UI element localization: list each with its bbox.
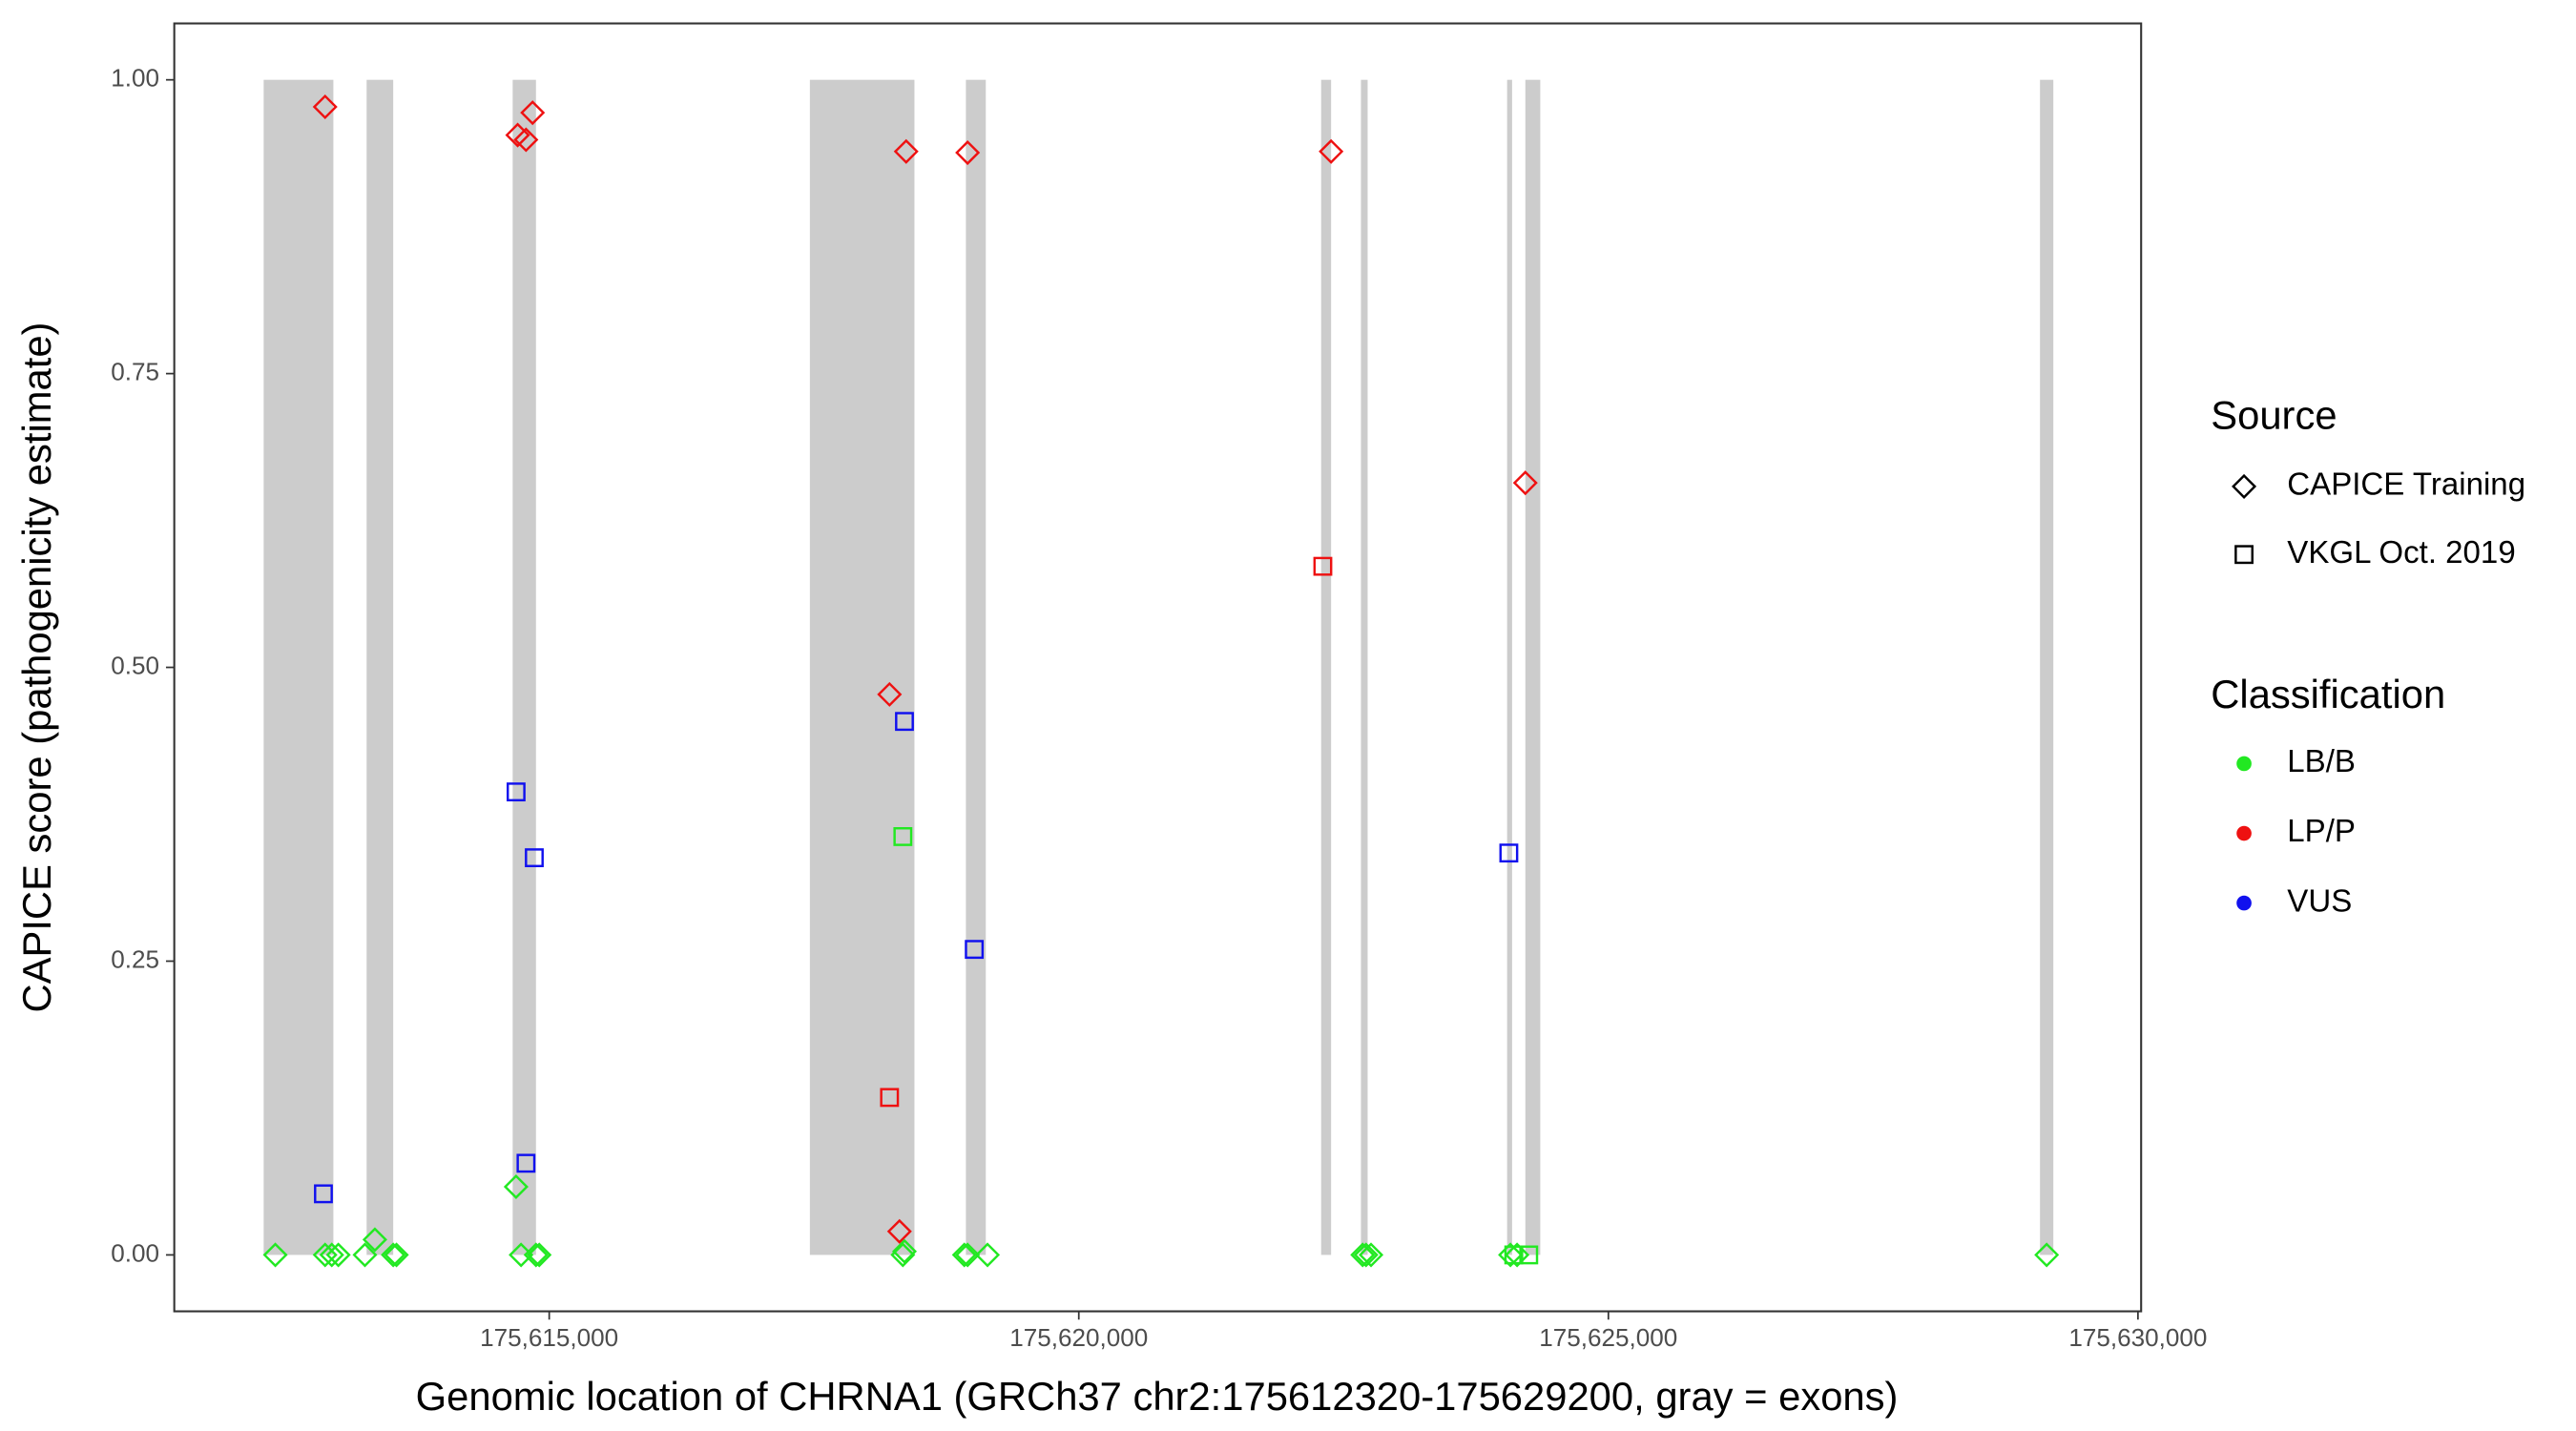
x-tick-label: 175,620,000 bbox=[1009, 1323, 1148, 1352]
legend-title: Source bbox=[2211, 393, 2337, 438]
point bbox=[890, 1242, 916, 1268]
point bbox=[516, 1153, 536, 1173]
point bbox=[381, 1242, 406, 1268]
point bbox=[506, 782, 526, 802]
point bbox=[513, 127, 539, 153]
point bbox=[362, 1227, 387, 1253]
exon bbox=[1525, 79, 1541, 1255]
point bbox=[520, 100, 546, 126]
point bbox=[893, 138, 919, 164]
point bbox=[1505, 1242, 1530, 1268]
point bbox=[880, 1088, 900, 1108]
legend-key bbox=[2232, 473, 2257, 499]
point bbox=[527, 1242, 552, 1268]
point bbox=[955, 140, 981, 166]
exon bbox=[966, 79, 987, 1255]
x-tick-label: 175,625,000 bbox=[1539, 1323, 1677, 1352]
y-tick-label: 0.25 bbox=[111, 944, 159, 973]
point bbox=[319, 1242, 344, 1268]
y-tick-label: 0.75 bbox=[111, 358, 159, 386]
point bbox=[1519, 1245, 1539, 1265]
point bbox=[525, 848, 544, 868]
exon bbox=[366, 79, 394, 1255]
exon bbox=[1361, 79, 1368, 1255]
point bbox=[893, 827, 913, 846]
point bbox=[975, 1242, 1001, 1268]
legend-label: CAPICE Training bbox=[2287, 467, 2525, 503]
point bbox=[1498, 1242, 1524, 1268]
point bbox=[886, 1218, 912, 1244]
y-tick-label: 0.50 bbox=[111, 651, 159, 679]
exon bbox=[1320, 79, 1332, 1255]
point bbox=[1504, 1245, 1524, 1265]
point bbox=[312, 93, 338, 120]
y-tick-label: 0.00 bbox=[111, 1238, 159, 1267]
y-axis-title: CAPICE score (pathogenicity estimate) bbox=[14, 322, 59, 1013]
exon bbox=[809, 79, 915, 1255]
y-tick-label: 1.00 bbox=[111, 64, 159, 93]
point bbox=[325, 1242, 351, 1268]
point bbox=[2034, 1242, 2060, 1268]
point bbox=[965, 940, 985, 960]
legend-label: LP/P bbox=[2287, 814, 2356, 849]
point bbox=[951, 1242, 977, 1268]
point bbox=[384, 1242, 409, 1268]
point bbox=[1358, 1242, 1384, 1268]
exon bbox=[512, 79, 536, 1255]
point bbox=[352, 1242, 378, 1268]
legend-key bbox=[2236, 895, 2252, 911]
point bbox=[1350, 1242, 1376, 1268]
point bbox=[503, 1173, 529, 1200]
legend-key bbox=[2236, 825, 2252, 841]
point bbox=[314, 1184, 333, 1204]
point bbox=[1512, 470, 1538, 496]
x-axis-title: Genomic location of CHRNA1 (GRCh37 chr2:… bbox=[416, 1374, 1899, 1419]
plot-border bbox=[173, 22, 2143, 1313]
legend-key bbox=[2234, 545, 2254, 565]
x-tick-label: 175,615,000 bbox=[480, 1323, 618, 1352]
point bbox=[895, 712, 914, 732]
point bbox=[523, 1242, 549, 1268]
legend-label: VUS bbox=[2287, 883, 2352, 919]
legend-label: VKGL Oct. 2019 bbox=[2287, 535, 2515, 570]
point bbox=[1313, 556, 1333, 576]
point bbox=[955, 1242, 981, 1268]
legend-label: LB/B bbox=[2287, 744, 2356, 779]
legend-title: Classification bbox=[2211, 672, 2445, 716]
point bbox=[1499, 843, 1519, 863]
point bbox=[262, 1242, 288, 1268]
x-tick-label: 175,630,000 bbox=[2068, 1323, 2207, 1352]
exon bbox=[2040, 79, 2054, 1255]
point bbox=[891, 1238, 918, 1264]
legend-key bbox=[2236, 756, 2252, 772]
point bbox=[1319, 138, 1344, 164]
point bbox=[1353, 1242, 1379, 1268]
exon bbox=[1506, 79, 1512, 1255]
exon bbox=[263, 79, 334, 1255]
point bbox=[877, 681, 903, 707]
